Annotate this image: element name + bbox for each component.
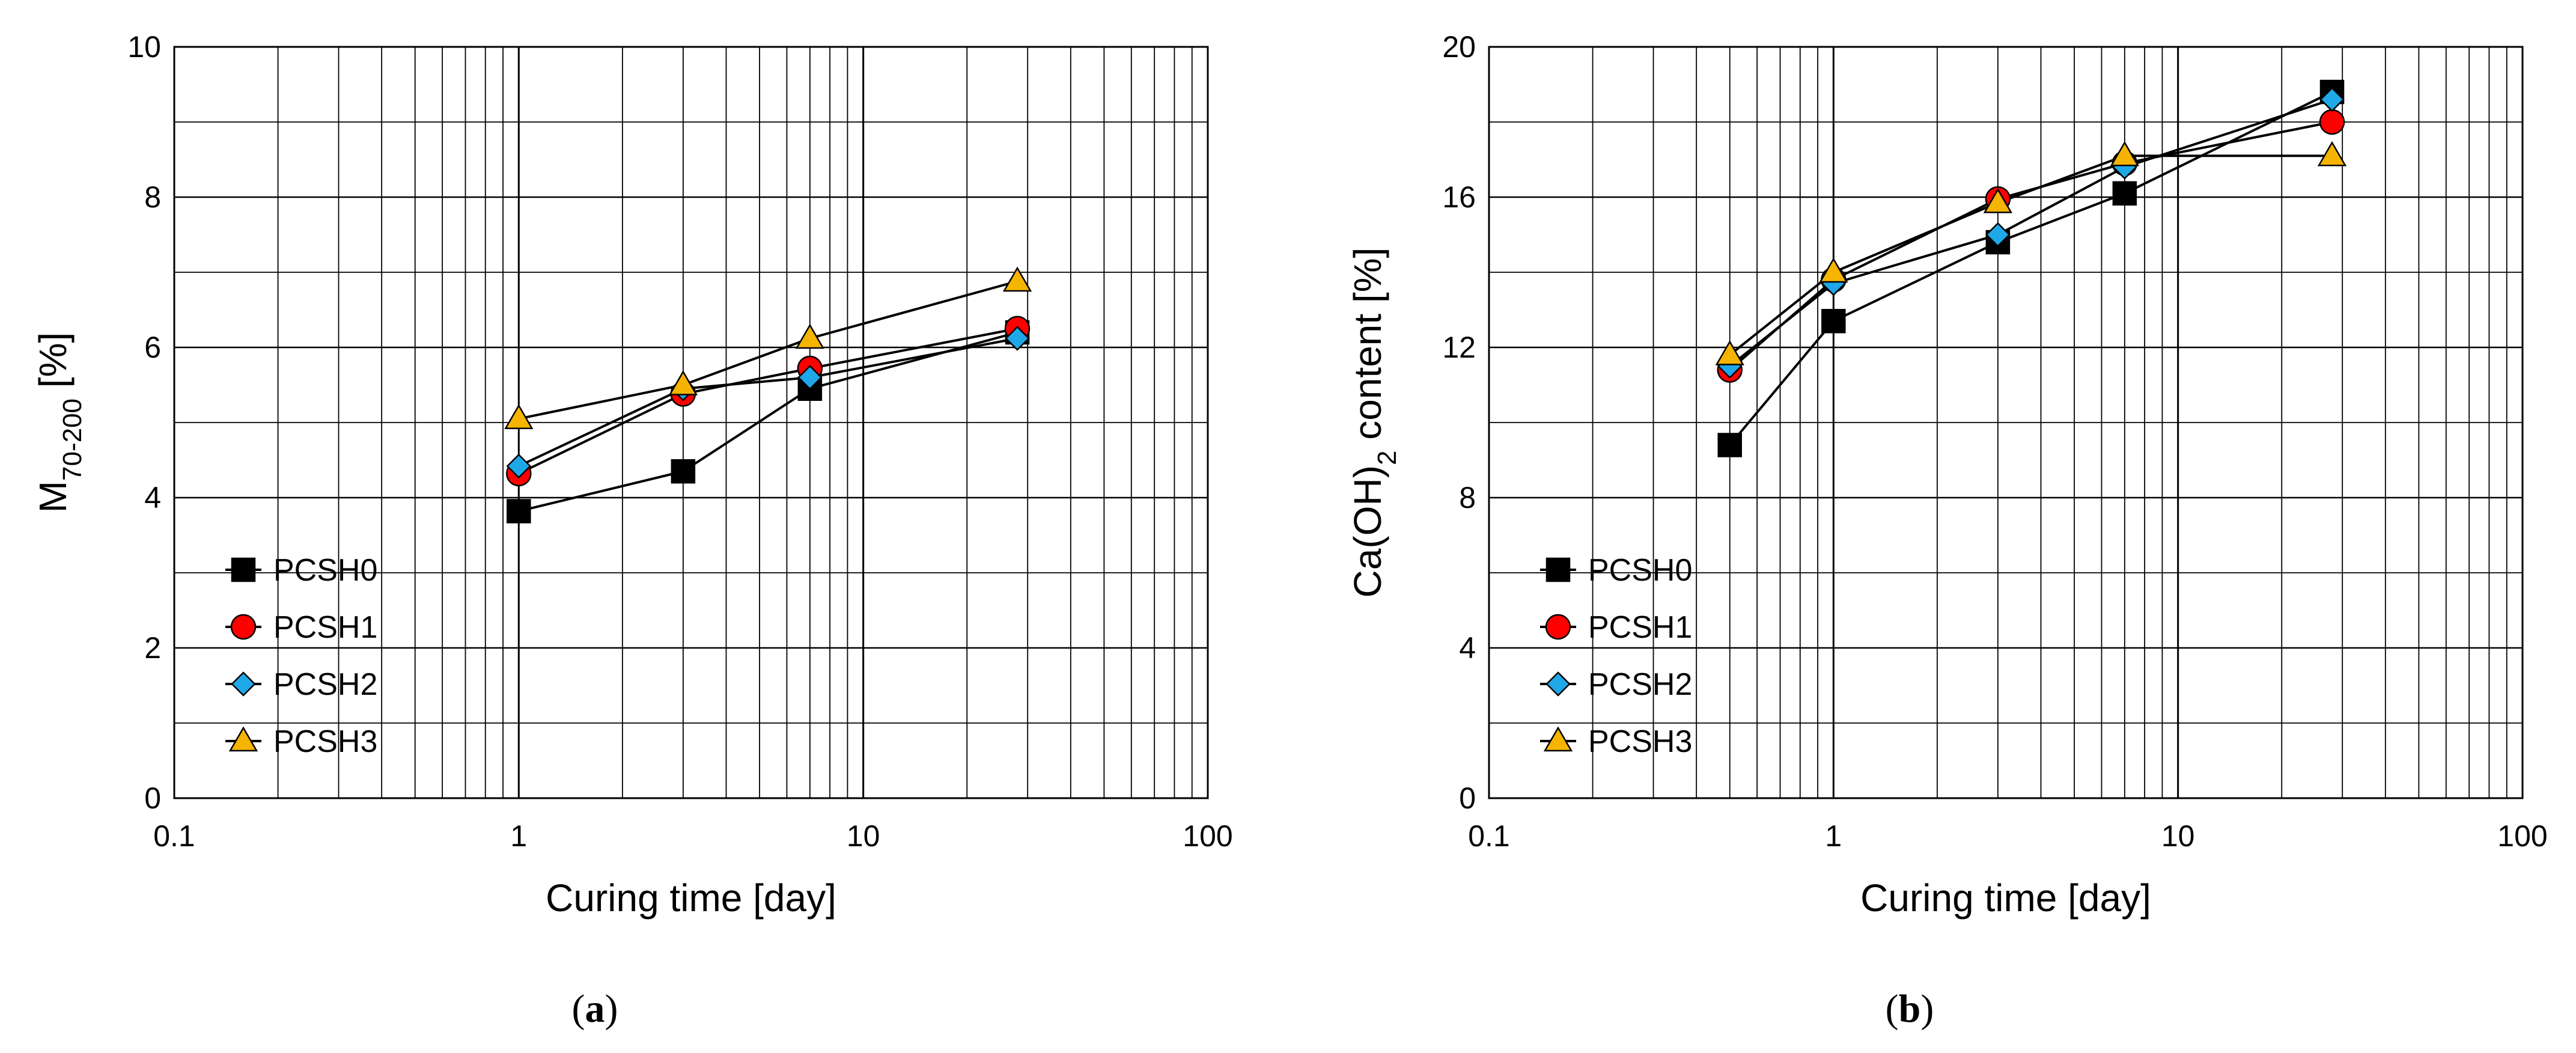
legend-marker xyxy=(231,557,256,582)
y-axis-label-main: M xyxy=(31,481,75,513)
y-tick-label: 6 xyxy=(144,331,161,364)
legend-label: PCSH3 xyxy=(273,724,377,759)
y-tick-label: 8 xyxy=(144,180,161,214)
series-line-pcsh0 xyxy=(518,331,1018,513)
panel-label-open: ( xyxy=(1886,987,1899,1031)
legend-label: PCSH3 xyxy=(1588,724,1692,759)
data-point xyxy=(1717,433,1742,457)
x-tick-label: 10 xyxy=(847,819,880,853)
x-tick-label: 1 xyxy=(510,819,527,853)
y-tick-label: 10 xyxy=(127,30,161,64)
y-tick-label: 12 xyxy=(1442,331,1476,364)
legend-marker xyxy=(1545,671,1571,697)
panel-label: (b) xyxy=(1886,987,1934,1031)
legend: PCSH0 PCSH1 PCSH2 PCSH3 xyxy=(225,553,377,759)
x-axis-label: Curing time [day] xyxy=(546,876,836,920)
y-axis-label: Ca(OH)2 content [%] xyxy=(1346,248,1402,598)
series-markers-pcsh0 xyxy=(1717,79,2345,457)
legend-label: PCSH0 xyxy=(1588,553,1692,588)
panel-label-close: ) xyxy=(1920,987,1934,1031)
series-line-pcsh3 xyxy=(518,280,1018,420)
x-axis-label: Curing time [day] xyxy=(1860,876,2151,920)
y-tick-label: 4 xyxy=(1459,631,1476,665)
legend-label: PCSH1 xyxy=(273,610,377,645)
legend-label: PCSH2 xyxy=(1588,667,1692,702)
y-tick-label: 16 xyxy=(1442,180,1476,214)
data-point xyxy=(506,453,532,479)
data-point xyxy=(671,459,696,484)
panel-label-close: ) xyxy=(605,987,618,1031)
data-point xyxy=(504,404,534,429)
chart-panel-a: 0 2 4 6 8 10 0.1 1 10 100 Curing time [day] M70-200… xyxy=(31,30,1233,1031)
x-tick-label: 100 xyxy=(1183,819,1232,853)
y-axis-label-subscript: 2 xyxy=(1372,451,1402,465)
series-line-pcsh1 xyxy=(518,327,1018,475)
data-point xyxy=(507,499,531,523)
y-tick-label: 4 xyxy=(144,481,161,514)
x-tick-label: 10 xyxy=(2161,819,2195,853)
legend-marker xyxy=(231,671,256,697)
data-point xyxy=(2110,141,2140,166)
legend-marker xyxy=(1545,614,1571,640)
panel-label-open: ( xyxy=(572,987,585,1031)
data-point xyxy=(1002,266,1032,292)
y-tick-label: 0 xyxy=(144,781,161,815)
data-point xyxy=(1985,222,2011,248)
data-point xyxy=(795,323,825,349)
legend-label: PCSH2 xyxy=(273,667,377,702)
data-point xyxy=(797,365,823,390)
panel-label-letter: b xyxy=(1899,987,1921,1031)
legend-marker xyxy=(1543,726,1573,752)
y-tick-label: 2 xyxy=(144,631,161,665)
series-markers-pcsh3 xyxy=(1715,141,2347,365)
legend: PCSH0 PCSH1 PCSH2 PCSH3 xyxy=(1540,553,1692,759)
y-tick-label: 0 xyxy=(1459,781,1476,815)
legend-marker xyxy=(1545,557,1571,582)
x-tick-label: 100 xyxy=(2497,819,2547,853)
y-axis-label-main: Ca(OH) xyxy=(1346,465,1389,597)
gridlines xyxy=(1489,47,2523,798)
panel-label: (a) xyxy=(572,987,618,1031)
data-point xyxy=(1715,340,1744,365)
data-point xyxy=(1005,326,1030,351)
chart-panel-b: 0 4 8 12 16 20 0.1 1 10 100 Curing time [day] Ca(OH… xyxy=(1346,30,2548,1031)
data-point xyxy=(1983,188,2013,213)
y-axis-label-tail: content [%] xyxy=(1346,248,1389,451)
data-point xyxy=(2319,87,2345,112)
x-tick-label: 0.1 xyxy=(153,819,195,853)
series-line-pcsh2 xyxy=(518,337,1018,468)
y-axis-label-subscript: 70-200 xyxy=(58,398,87,481)
data-point xyxy=(668,370,698,395)
y-axis-label-tail: [%] xyxy=(31,332,75,398)
legend-marker xyxy=(230,614,257,640)
x-tick-label: 1 xyxy=(1825,819,1842,853)
y-tick-label: 20 xyxy=(1442,30,1476,64)
plot-frame xyxy=(1488,46,2524,799)
panel-label-letter: a xyxy=(585,987,605,1031)
legend-label: PCSH0 xyxy=(273,553,377,588)
plot-frame xyxy=(173,46,1209,799)
y-tick-label: 8 xyxy=(1459,481,1476,514)
legend-label: PCSH1 xyxy=(1588,610,1692,645)
legend-marker xyxy=(228,726,258,752)
data-point xyxy=(2319,109,2345,135)
data-point xyxy=(1819,257,1848,283)
series-markers-pcsh3 xyxy=(504,266,1032,429)
data-point xyxy=(1821,309,1846,334)
data-point xyxy=(2317,141,2347,166)
y-axis-label: M70-200 [%] xyxy=(31,332,87,513)
data-point xyxy=(2112,181,2137,206)
x-tick-label: 0.1 xyxy=(1468,819,1510,853)
